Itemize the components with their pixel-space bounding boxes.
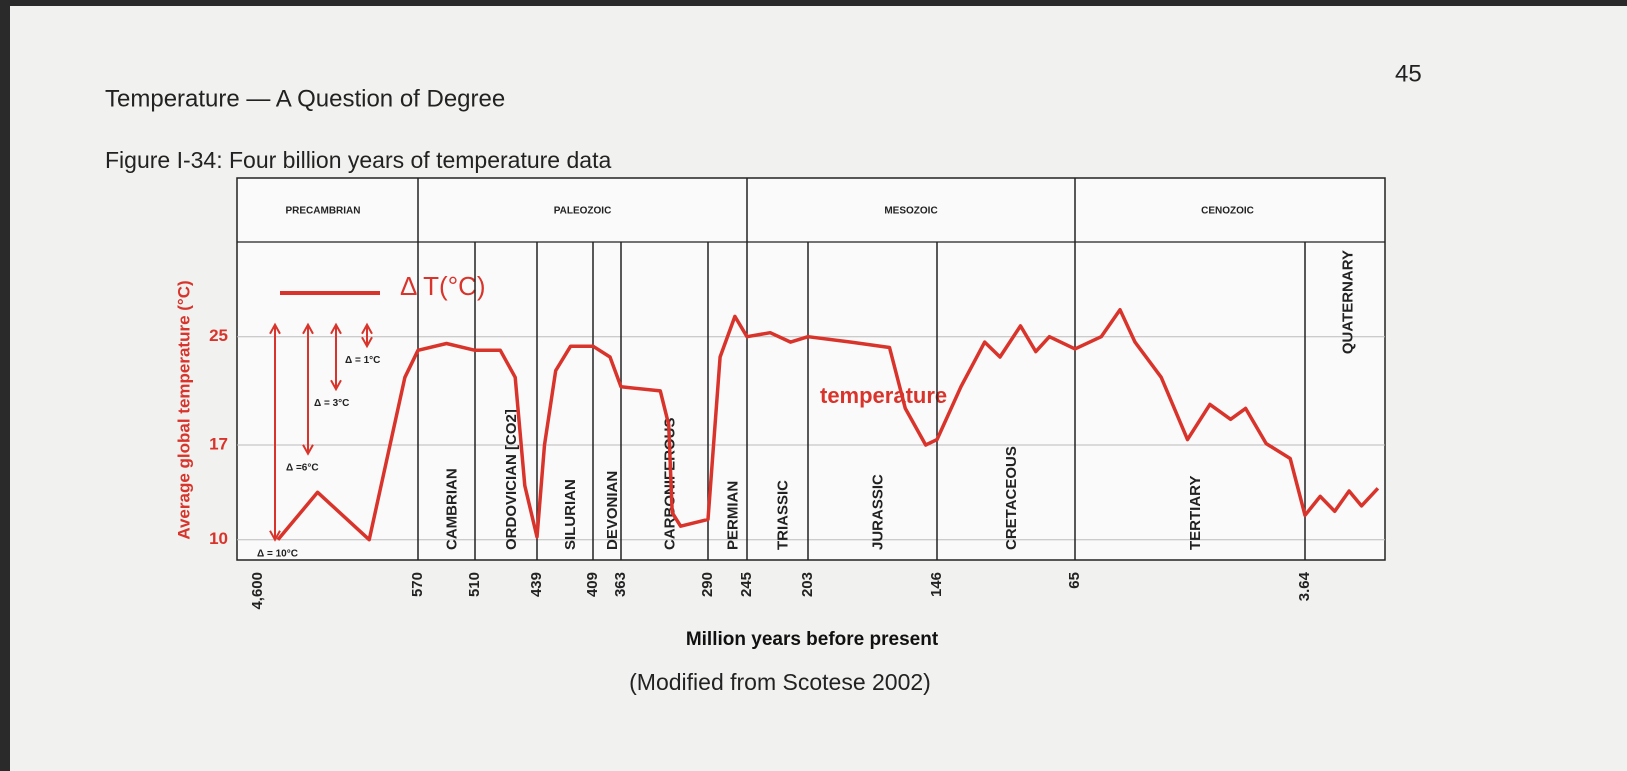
y-tick-label: 10 <box>209 529 228 548</box>
arrow-head <box>302 322 314 335</box>
arrow-head <box>269 322 281 335</box>
x-axis-label: Million years before present <box>686 629 939 650</box>
arrow-head <box>361 336 373 349</box>
period-label: SILURIAN <box>562 479 579 550</box>
x-tick-label: 570 <box>409 572 426 597</box>
arrow-head <box>330 379 342 392</box>
period-label: QUATERNARY <box>1339 250 1356 354</box>
header-title: Temperature — A Question of Degree <box>105 85 505 112</box>
delta-label: Δ = 10°C <box>257 548 298 559</box>
legend-label: Δ T(°C) <box>400 271 486 301</box>
x-tick-label: 3.64 <box>1296 571 1313 601</box>
x-tick-label: 146 <box>928 572 945 597</box>
era-label: PRECAMBRIAN <box>286 206 361 217</box>
y-tick-label: 17 <box>209 434 228 453</box>
x-tick-label: 4,600 <box>249 572 266 610</box>
x-tick-label: 290 <box>699 572 716 597</box>
delta-label: Δ =6°C <box>286 462 319 473</box>
x-tick-label: 203 <box>799 572 816 597</box>
x-tick-label: 510 <box>466 572 483 597</box>
era-label: PALEOZOIC <box>554 206 612 217</box>
series-label: temperature <box>820 383 947 408</box>
y-axis-label: Average global temperature (°C) <box>174 280 193 539</box>
arrow-head <box>269 530 281 542</box>
era-label: MESOZOIC <box>884 206 937 217</box>
period-label: TERTIARY <box>1187 476 1204 550</box>
page-number: 45 <box>1395 60 1422 87</box>
delta-label: Δ = 3°C <box>314 398 349 409</box>
source: (Modified from Scotese 2002) <box>629 669 931 695</box>
period-label: DEVONIAN <box>604 471 621 550</box>
period-label: ORDOVICIAN [CO2] <box>503 409 520 550</box>
x-tick-label: 363 <box>612 572 629 597</box>
arrow-head <box>330 322 342 335</box>
period-label: CAMBRIAN <box>443 468 460 550</box>
y-tick-label: 25 <box>209 326 228 345</box>
arrow-head <box>361 322 373 335</box>
x-tick-label: 65 <box>1066 572 1083 589</box>
arrow-head <box>302 444 314 456</box>
x-tick-label: 245 <box>738 572 755 597</box>
period-label: CRETACEOUS <box>1003 446 1020 550</box>
x-tick-label: 409 <box>584 572 601 597</box>
temperature-line <box>276 307 1380 542</box>
period-label: JURASSIC <box>869 474 886 550</box>
period-label: TRIASSIC <box>774 480 791 550</box>
x-tick-label: 439 <box>528 572 545 597</box>
figure-caption: Figure I-34: Four billion years of tempe… <box>105 147 611 173</box>
era-label: CENOZOIC <box>1201 206 1254 217</box>
delta-label: Δ = 1°C <box>345 355 380 366</box>
period-label: PERMIAN <box>724 481 741 550</box>
